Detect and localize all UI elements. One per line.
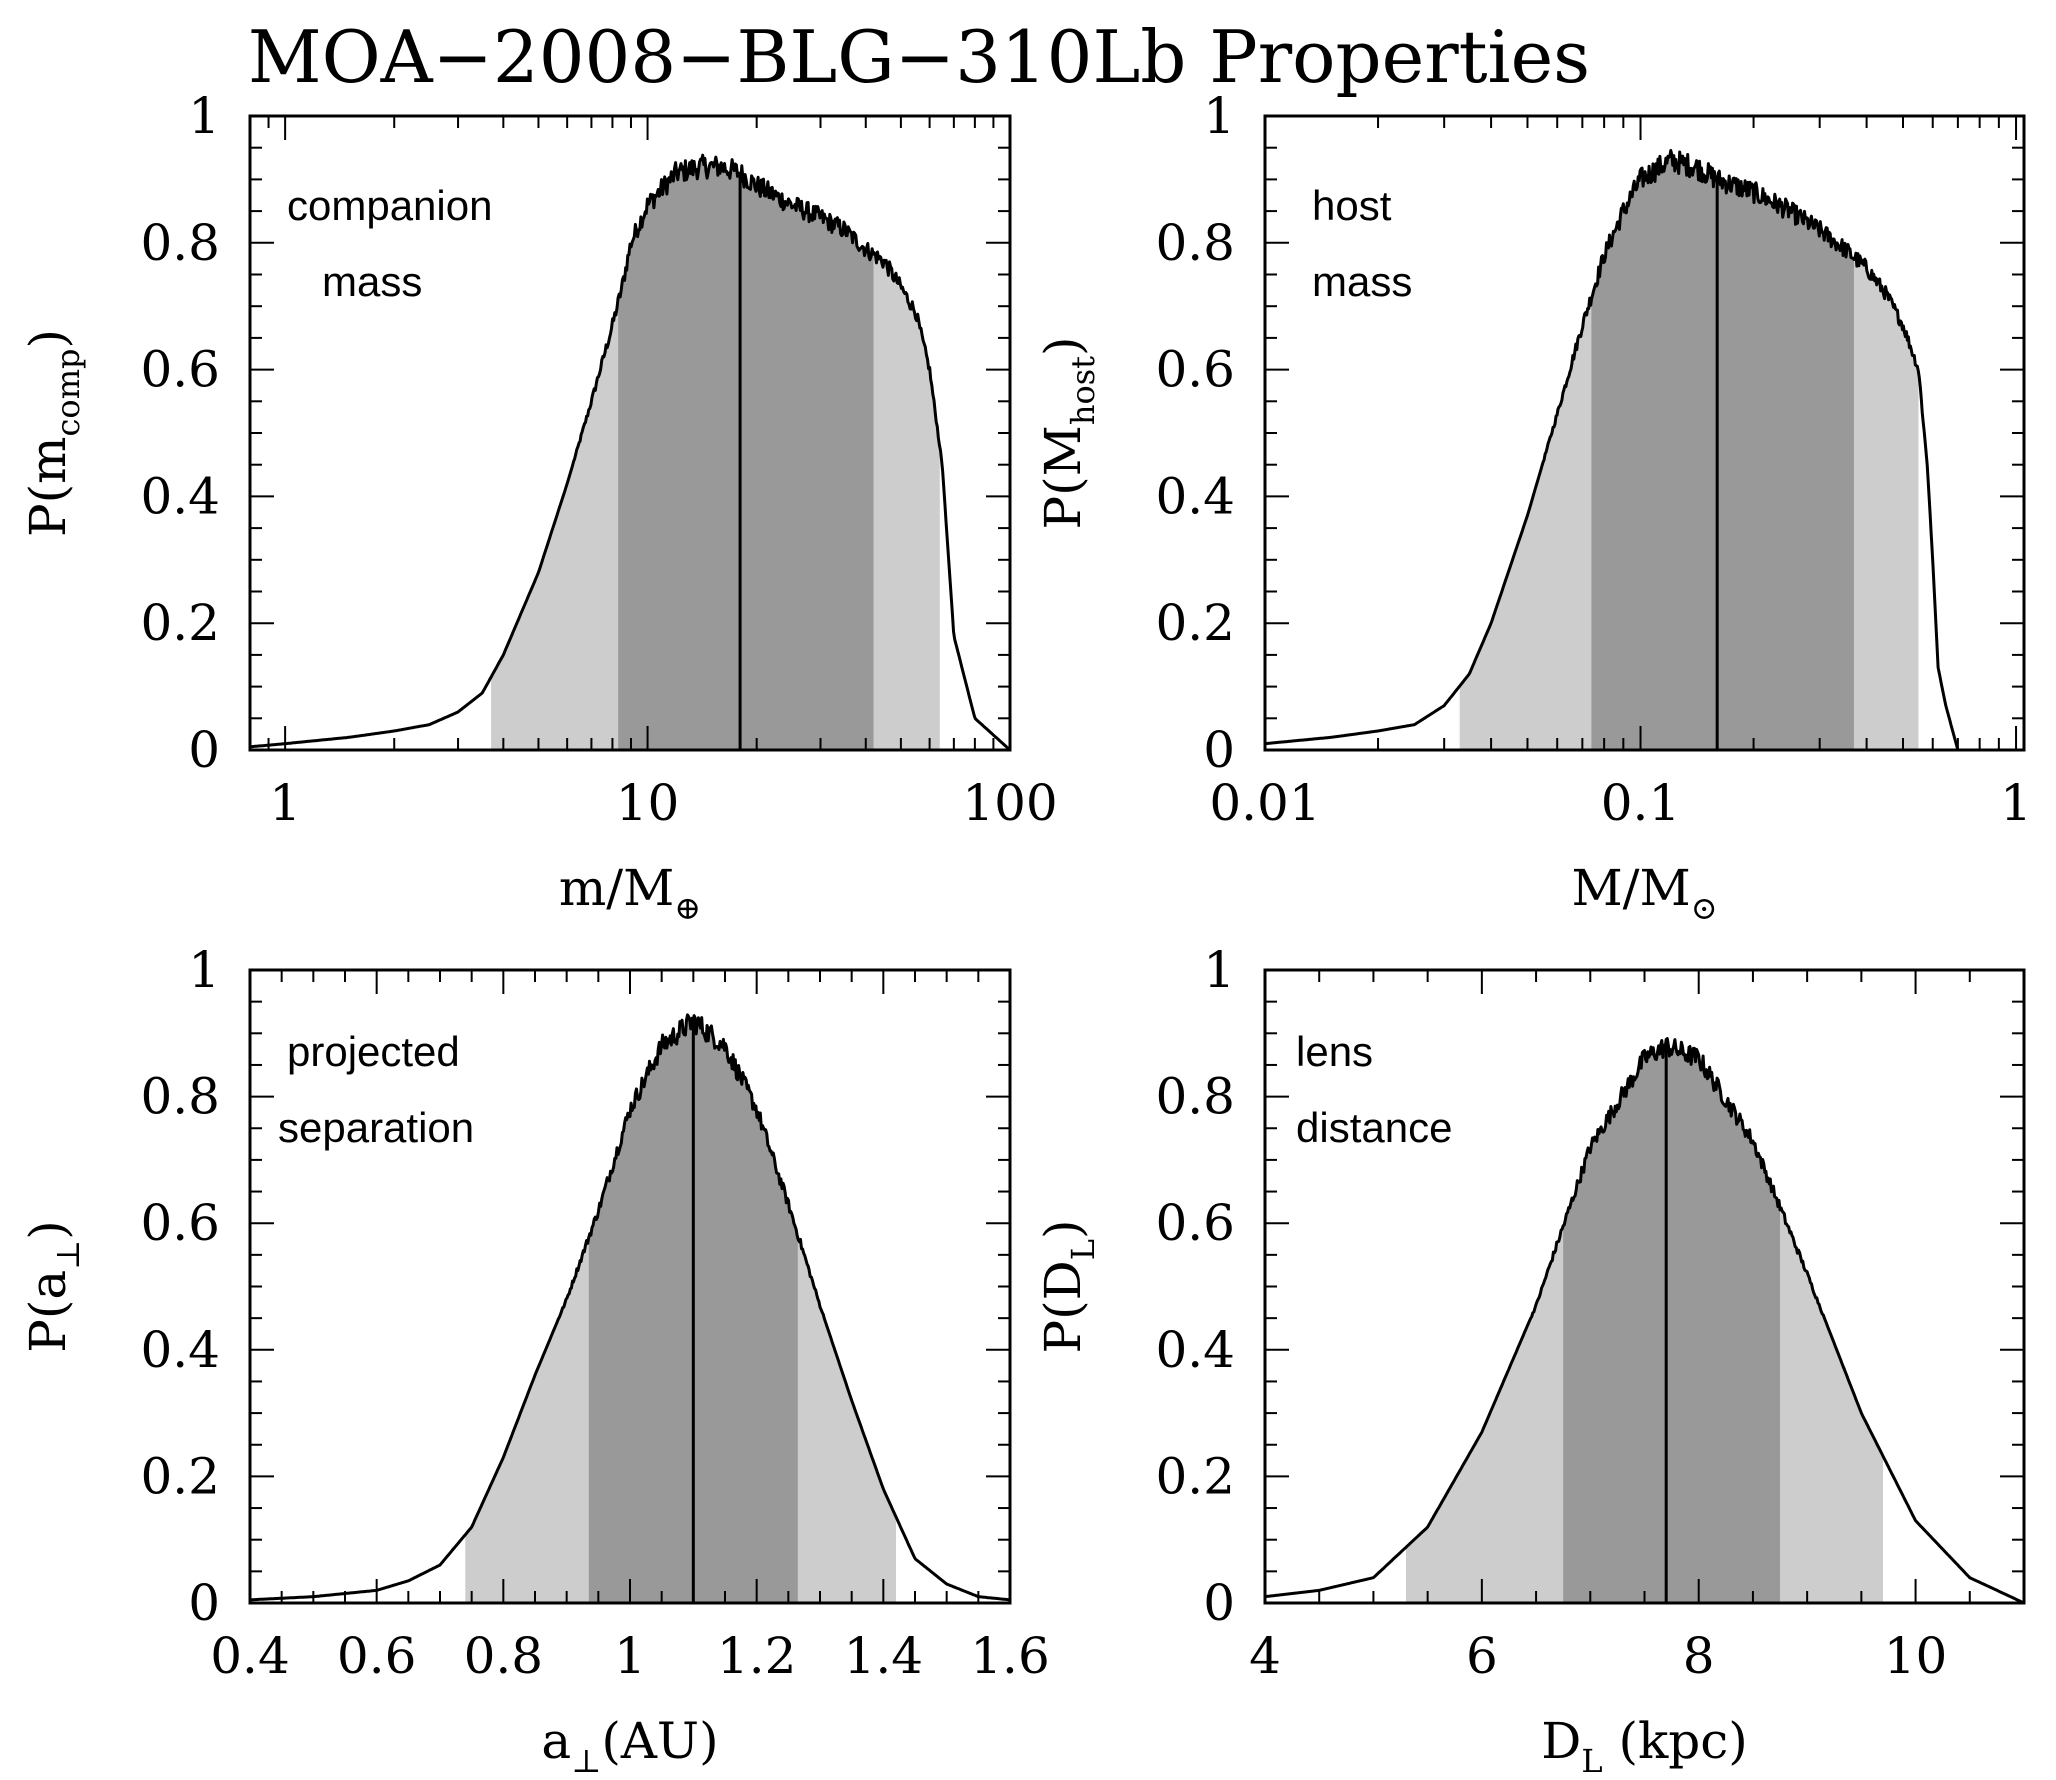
x-tick-label: 0.8 xyxy=(464,1627,544,1685)
y-tick-label: 0 xyxy=(1203,1574,1235,1632)
y-tick-label: 0.4 xyxy=(1155,1321,1235,1379)
x-tick-label: 4 xyxy=(1249,1627,1281,1685)
y-axis-label: P(a⊥) xyxy=(19,1220,87,1353)
x-axis-label: m/M⊕ xyxy=(559,859,701,927)
x-tick-label: 1.4 xyxy=(844,1627,924,1685)
x-tick-label: 10 xyxy=(1884,1627,1948,1685)
y-tick-label: 0.2 xyxy=(1155,594,1235,652)
x-tick-label: 100 xyxy=(962,774,1057,832)
x-tick-label: 10 xyxy=(616,774,680,832)
panel-lens-distance: 0 0.2 0.4 0.6 0.8 1 4 6 8 10 DL (kpc) P(DL) lens dist… xyxy=(1034,941,2026,1780)
x-tick-label: 0.1 xyxy=(1601,774,1681,832)
y-tick-label: 1 xyxy=(188,941,220,999)
x-tick-label: 1 xyxy=(614,1627,646,1685)
x-tick-label: 1 xyxy=(2000,774,2032,832)
y-tick-label: 0.6 xyxy=(140,1194,220,1252)
panel-projected-separation: 0 0.2 0.4 0.6 0.8 1 0.4 0.6 0.8 1 1.2 1.4 1.6 a⊥(AU) P… xyxy=(19,941,1050,1780)
y-tick-label: 0.2 xyxy=(1155,1447,1235,1505)
panel-annotation: mass xyxy=(322,258,422,305)
probability-curve xyxy=(1264,149,1960,751)
panel-annotation: lens xyxy=(1296,1028,1373,1075)
x-tick-label: 0.6 xyxy=(337,1627,417,1685)
band-1sigma xyxy=(1591,150,1854,750)
panel-annotation: projected xyxy=(287,1028,460,1075)
y-tick-label: 0.8 xyxy=(140,1068,220,1126)
panel-annotation: host xyxy=(1312,182,1392,229)
panel-companion-mass: 0 0.2 0.4 0.6 0.8 1 1 10 100 m/M⊕ P(mcomp) companio… xyxy=(19,87,1058,927)
panel-annotation: mass xyxy=(1312,258,1412,305)
y-axis-label: P(mcomp) xyxy=(19,329,87,537)
y-axis-label: P(DL) xyxy=(1034,1219,1102,1353)
panel-annotation: distance xyxy=(1296,1104,1452,1151)
y-tick-label: 0.4 xyxy=(140,1321,220,1379)
panel-annotation: separation xyxy=(278,1104,474,1151)
y-tick-label: 0.6 xyxy=(1155,1194,1235,1252)
x-tick-label: 1 xyxy=(269,774,301,832)
panel-annotation: companion xyxy=(287,182,492,229)
y-tick-label: 0.6 xyxy=(140,341,220,399)
probability-curve xyxy=(1264,1037,2025,1605)
band-1sigma xyxy=(1563,1038,1780,1603)
y-tick-label: 0.4 xyxy=(140,467,220,525)
figure-title: MOA−2008−BLG−310Lb Properties xyxy=(248,15,1590,99)
y-tick-label: 0.8 xyxy=(1155,214,1235,272)
y-tick-label: 1 xyxy=(1203,941,1235,999)
y-tick-label: 0.6 xyxy=(1155,341,1235,399)
y-tick-label: 0 xyxy=(1203,721,1235,779)
probability-curve xyxy=(249,153,1012,752)
y-tick-label: 0.2 xyxy=(140,594,220,652)
y-tick-label: 1 xyxy=(1203,87,1235,145)
y-tick-label: 0.8 xyxy=(1155,1068,1235,1126)
y-tick-label: 1 xyxy=(188,87,220,145)
x-axis-label: DL (kpc) xyxy=(1541,1712,1748,1780)
x-tick-label: 1.2 xyxy=(717,1627,797,1685)
panel-host-mass: 0 0.2 0.4 0.6 0.8 1 0.01 0.1 1 M/M⊙ P(Mhost) host ma… xyxy=(1034,87,2032,927)
y-tick-label: 0.8 xyxy=(140,214,220,272)
y-axis-label: P(Mhost) xyxy=(1034,336,1102,529)
y-tick-label: 0.4 xyxy=(1155,467,1235,525)
x-axis-label: a⊥(AU) xyxy=(541,1712,718,1780)
x-tick-label: 0.4 xyxy=(210,1627,290,1685)
x-axis-label: M/M⊙ xyxy=(1571,859,1717,927)
y-tick-label: 0 xyxy=(188,721,220,779)
x-tick-label: 8 xyxy=(1683,1627,1715,1685)
x-tick-label: 1.6 xyxy=(970,1627,1050,1685)
y-tick-label: 0.2 xyxy=(140,1447,220,1505)
x-tick-label: 6 xyxy=(1466,1627,1498,1685)
x-tick-label: 0.01 xyxy=(1209,774,1320,832)
y-tick-label: 0 xyxy=(188,1574,220,1632)
band-1sigma xyxy=(618,155,874,750)
